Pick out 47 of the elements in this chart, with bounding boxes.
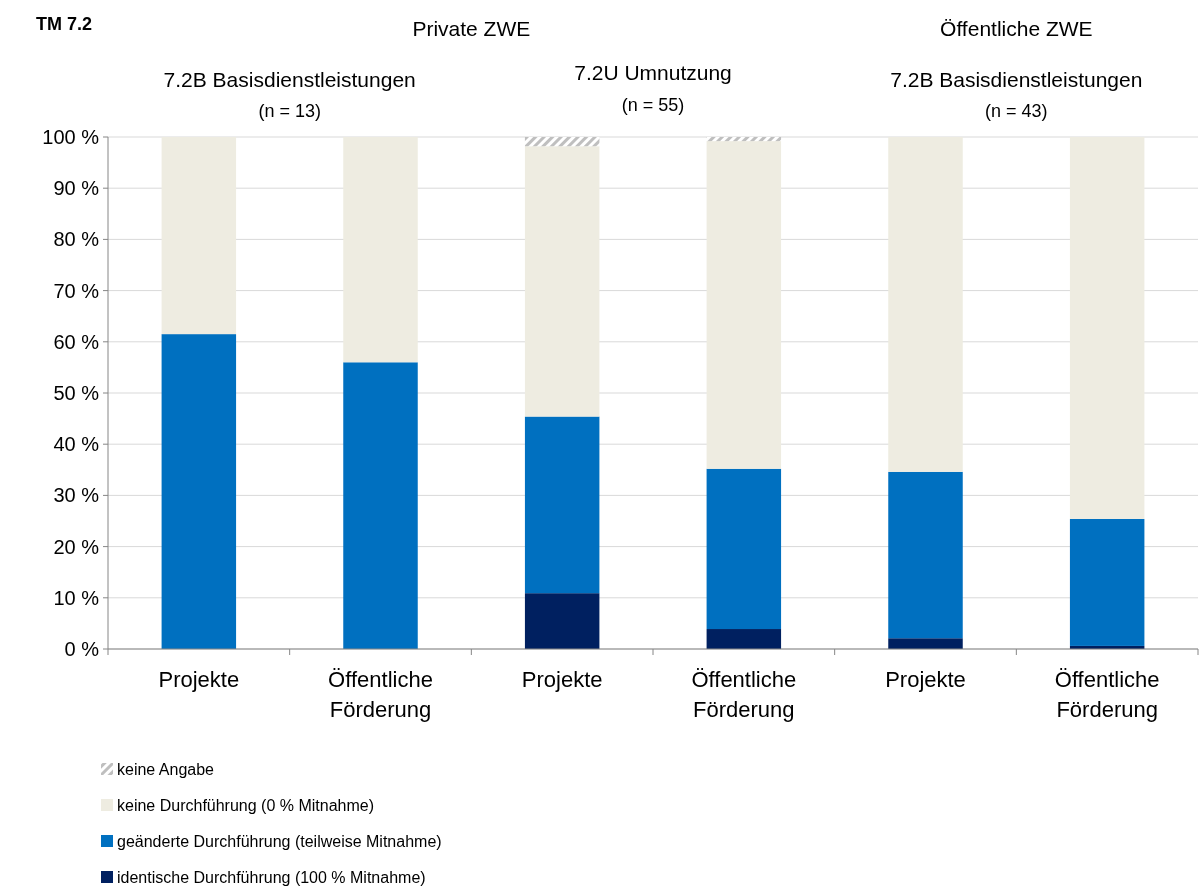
bar — [524, 137, 600, 147]
x-tick-label: Öffentliche Förderung — [1054, 667, 1160, 722]
bar — [343, 362, 418, 649]
text: 7.2B Basisdienstleistungen — [890, 68, 1143, 91]
y-tick-label: 0 % — [64, 638, 100, 660]
y-tick-label: 80 % — [53, 228, 100, 251]
text: 7.2B Basisdienstleistungen — [163, 68, 416, 91]
y-tick-label: 90 % — [53, 177, 100, 200]
text: (n = 43) — [985, 101, 1048, 121]
text: Öffentliche ZWE — [940, 17, 1093, 40]
y-tick-label: 50 % — [53, 382, 100, 404]
y-tick-label: 70 % — [53, 279, 100, 302]
x-tick-label: Projekte — [158, 667, 240, 692]
legend-label: keine Angabe — [117, 760, 215, 778]
bar — [888, 137, 963, 472]
legend-label: keine Durchführung (0 % Mitnahme) — [117, 796, 375, 814]
bar — [706, 468, 782, 630]
bar — [161, 137, 237, 335]
text: (n = 55) — [621, 95, 685, 115]
x-tick-label: Öffentliche Förderung — [328, 667, 433, 722]
legend-label: geänderte Durchführung (teilweise Mitnahme) — [117, 832, 442, 850]
bar — [706, 141, 782, 469]
bar — [706, 629, 782, 649]
x-tick-label: Öffentliche Förderung — [691, 667, 797, 722]
bar — [888, 471, 963, 639]
x-tick-label: Projekte — [885, 667, 966, 692]
bar — [524, 416, 600, 594]
bar — [1069, 518, 1145, 646]
bar — [524, 593, 600, 649]
chart-title: TM 7.2 — [36, 14, 93, 34]
text: Private ZWE — [412, 17, 531, 40]
y-tick-label: 40 % — [53, 433, 100, 456]
bar — [888, 638, 963, 649]
y-tick-label: 30 % — [53, 484, 100, 507]
bar — [161, 334, 237, 649]
x-tick-label: Projekte — [521, 667, 603, 692]
y-tick-label: 100 % — [42, 126, 100, 148]
bar — [1069, 137, 1145, 519]
bar — [706, 137, 782, 142]
text: (n = 13) — [258, 101, 321, 121]
bar — [343, 137, 418, 363]
bar — [524, 146, 600, 417]
legend-label: identische Durchführung (100 % Mitnahme) — [117, 868, 426, 886]
y-tick-label: 10 % — [53, 586, 100, 609]
text: 7.2U Umnutzung — [574, 61, 732, 84]
y-tick-label: 20 % — [53, 535, 100, 558]
y-tick-label: 60 % — [53, 330, 100, 353]
